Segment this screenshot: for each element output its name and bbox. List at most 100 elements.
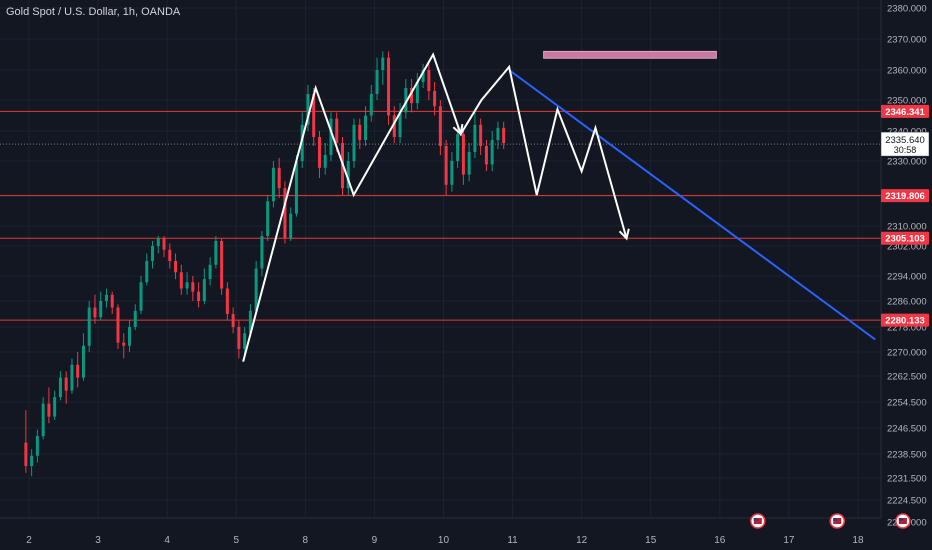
current-price-value: 2335.640 [885,135,925,146]
candle-body [53,397,57,417]
candle-body [502,127,506,143]
projection-arrow-head [618,228,630,241]
candle-body [387,57,391,116]
candle-body [381,57,385,70]
candle-body [317,137,321,168]
price-tag: 2280.133 [881,313,929,327]
candle-body [277,167,281,189]
candle-body [450,161,454,185]
candle-body [179,272,183,289]
candle-body [421,70,425,82]
candle-body [496,127,500,140]
candle-body [438,106,442,146]
resistance-zone[interactable] [543,50,717,59]
candle-body [202,279,206,301]
candle-body [283,188,287,239]
y-tick-label: 2302.000 [887,242,927,253]
price-tag: 2346.341 [881,104,929,118]
x-tick-label: 10 [438,535,450,546]
svg-text:2280.133: 2280.133 [885,316,925,327]
y-tick-label: 2350.000 [887,96,927,107]
x-tick-label: 11 [507,535,518,546]
x-tick-label: 15 [645,535,657,546]
price-tag: 2305.103 [881,231,929,245]
y-tick-label: 2224.500 [887,496,927,507]
candle-body [237,327,241,349]
y-tick-label: 2330.000 [887,157,927,168]
x-tick-label: 2 [26,535,32,546]
candle-body [398,112,402,137]
svg-text:2319.806: 2319.806 [885,191,925,202]
y-tick-label: 2310.000 [887,222,927,233]
y-tick-label: 2294.000 [887,272,927,283]
candle-body [271,167,275,202]
candle-body [415,82,419,104]
candle-body [352,124,356,161]
price-tag: 2319.806 [881,189,929,203]
event-flag-icon[interactable] [895,513,911,529]
candle-body [58,377,62,398]
candle-body [191,282,195,292]
candle-body [410,88,414,104]
y-tick-label: 2286.000 [887,297,927,308]
candle-body [473,124,477,152]
y-tick-label: 2262.500 [887,372,927,383]
event-flag-icon[interactable] [829,513,845,529]
y-tick-label: 2238.500 [887,450,927,461]
time-axis-background [0,518,932,550]
time-axis[interactable]: 2 3 4 5 8 9 10 11 12 15 16 17 18 [26,535,864,546]
candle-body [133,310,137,327]
candle-body [185,282,189,289]
candle-body [64,377,68,391]
candle-body [208,264,212,280]
candle-body [139,282,143,311]
candle-body [47,403,51,417]
candle-body [225,288,229,314]
candle-body [99,301,103,318]
candle-body [220,241,224,289]
zigzag-pattern[interactable] [242,52,628,362]
candle-body [87,307,91,346]
x-tick-label: 17 [783,535,795,546]
x-tick-label: 18 [852,535,864,546]
candle-body [70,364,74,391]
event-flag-icon[interactable] [750,513,766,529]
svg-text:2346.341: 2346.341 [885,107,925,118]
candle-body [369,94,373,116]
chart-drawings [242,50,876,362]
candle-body [35,436,39,456]
x-tick-label: 3 [95,535,101,546]
candle-body [329,118,333,155]
candle-body [358,124,362,140]
price-axis[interactable]: 2380.0002370.0002360.0002350.0002340.000… [887,4,927,529]
candle-body [110,294,114,308]
y-tick-label: 2380.000 [887,4,927,15]
candle-body [260,236,264,269]
y-tick-label: 2278.000 [887,323,927,334]
chart-title: Gold Spot / U.S. Dollar, 1h, OANDA [6,6,181,18]
candle-body [41,403,45,437]
candle-body [122,342,126,346]
candle-body [151,246,155,261]
trendline[interactable] [508,69,876,341]
candle-body [484,146,488,165]
candle-body [104,294,108,301]
candle-body [231,314,235,327]
candle-body [197,291,201,301]
candle-body [467,152,471,175]
candle-body [444,146,448,185]
candle-body [76,364,80,378]
candle-body [116,307,120,343]
x-tick-label: 16 [714,535,726,546]
candle-body [30,455,34,466]
candle-body [214,241,218,265]
candle-body [375,70,379,94]
y-tick-label: 2254.500 [887,398,927,409]
candle-body [364,115,368,140]
candle-body [254,268,258,311]
candle-body [168,249,172,261]
candle-body [323,155,327,168]
